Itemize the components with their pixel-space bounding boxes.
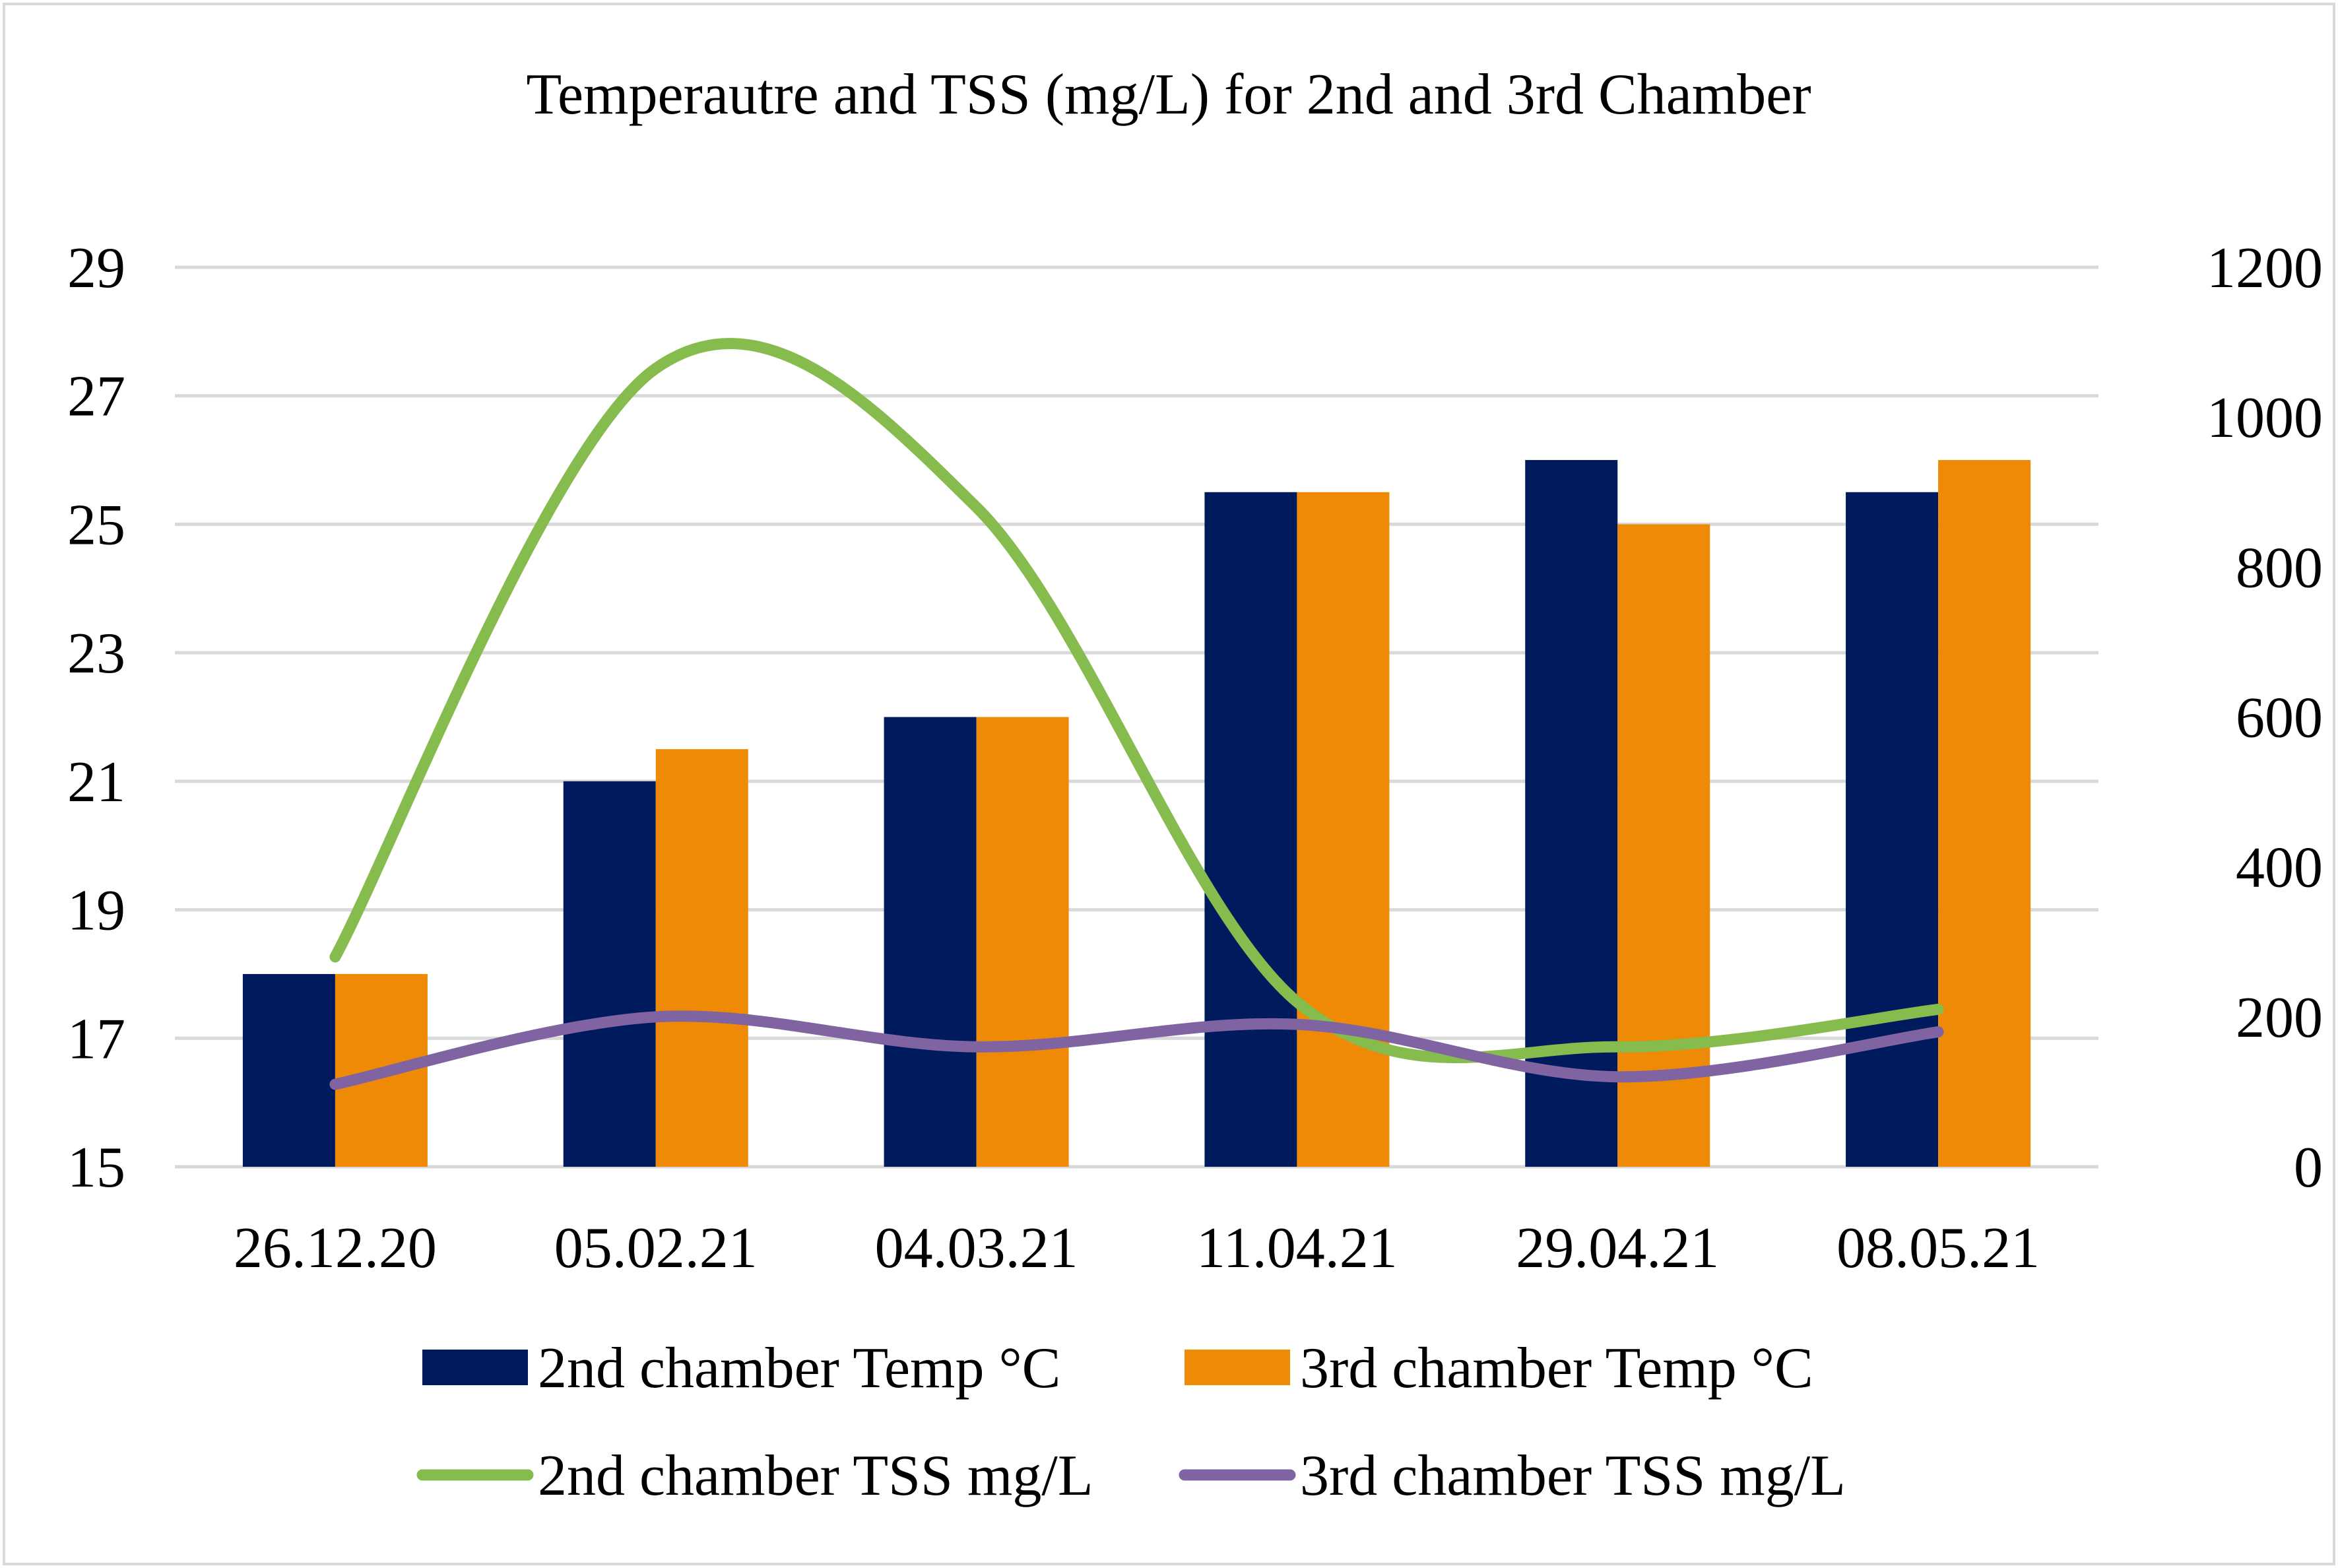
- left-axis-tick: 17: [67, 1007, 125, 1071]
- x-axis-tick: 11.04.21: [1196, 1216, 1398, 1280]
- right-axis-tick: 1000: [2207, 386, 2323, 450]
- bars: [242, 460, 2031, 1167]
- x-axis-tick: 04.03.21: [875, 1216, 1078, 1280]
- left-axis-tick: 29: [67, 236, 125, 300]
- right-axis-tick: 0: [2294, 1136, 2323, 1200]
- bar-series-1[interactable]: [1204, 492, 1297, 1167]
- bar-series-2[interactable]: [976, 717, 1069, 1167]
- bar-series-1[interactable]: [884, 717, 977, 1167]
- x-axis-tick: 29.04.21: [1516, 1216, 1719, 1280]
- left-axis-tick: 21: [67, 750, 125, 814]
- legend-swatch: [422, 1350, 528, 1385]
- bar-series-2[interactable]: [1297, 492, 1390, 1167]
- left-axis-tick: 25: [67, 493, 125, 557]
- legend-label: 3rd chamber TSS mg/L: [1300, 1444, 1846, 1508]
- legend-item[interactable]: 3rd chamber Temp °C: [1185, 1336, 1813, 1400]
- left-axis-tick: 15: [67, 1136, 125, 1200]
- left-axis-tick: 27: [67, 365, 125, 429]
- legend-label: 2nd chamber Temp °C: [538, 1336, 1060, 1400]
- bar-series-1[interactable]: [1846, 492, 1939, 1167]
- legend-label: 3rd chamber Temp °C: [1300, 1336, 1813, 1400]
- left-axis-tick: 19: [67, 879, 125, 943]
- x-axis-tick: 08.05.21: [1836, 1216, 2040, 1280]
- left-axis: 15 17 19 21 23 25 27 29: [67, 236, 125, 1200]
- right-axis: 0 200 400 600 800 1000 1200: [2207, 236, 2323, 1200]
- bar-series-1[interactable]: [1525, 460, 1618, 1167]
- bar-series-1[interactable]: [242, 973, 335, 1167]
- x-axis-tick: 05.02.21: [554, 1216, 758, 1280]
- right-axis-tick: 1200: [2207, 236, 2323, 300]
- x-axis-tick: 26.12.20: [234, 1216, 437, 1280]
- x-axis: 26.12.20 05.02.21 04.03.21 11.04.21 29.04.21…: [234, 1216, 2040, 1280]
- right-axis-tick: 600: [2236, 686, 2323, 750]
- right-axis-tick: 200: [2236, 986, 2323, 1050]
- chart-title: Temperautre and TSS (mg/L) for 2nd and 3…: [526, 63, 1811, 127]
- legend[interactable]: 2nd chamber Temp °C 3rd chamber Temp °C 2n…: [416, 1336, 1846, 1508]
- line-series-2[interactable]: [329, 1010, 1944, 1090]
- right-axis-tick: 400: [2236, 836, 2323, 900]
- legend-item[interactable]: 2nd chamber TSS mg/L: [416, 1444, 1093, 1508]
- legend-item[interactable]: 3rd chamber TSS mg/L: [1179, 1444, 1846, 1508]
- bar-series-2[interactable]: [655, 749, 748, 1167]
- bar-series-1[interactable]: [563, 781, 656, 1167]
- legend-item[interactable]: 2nd chamber Temp °C: [422, 1336, 1060, 1400]
- bar-series-2[interactable]: [1617, 524, 1710, 1167]
- lines: [329, 338, 1944, 1090]
- line-series-1[interactable]: [329, 338, 1944, 1064]
- left-axis-tick: 23: [67, 622, 125, 686]
- legend-label: 2nd chamber TSS mg/L: [538, 1444, 1093, 1508]
- bar-series-2[interactable]: [1938, 460, 2031, 1167]
- right-axis-tick: 800: [2236, 536, 2323, 600]
- legend-swatch: [1185, 1350, 1290, 1385]
